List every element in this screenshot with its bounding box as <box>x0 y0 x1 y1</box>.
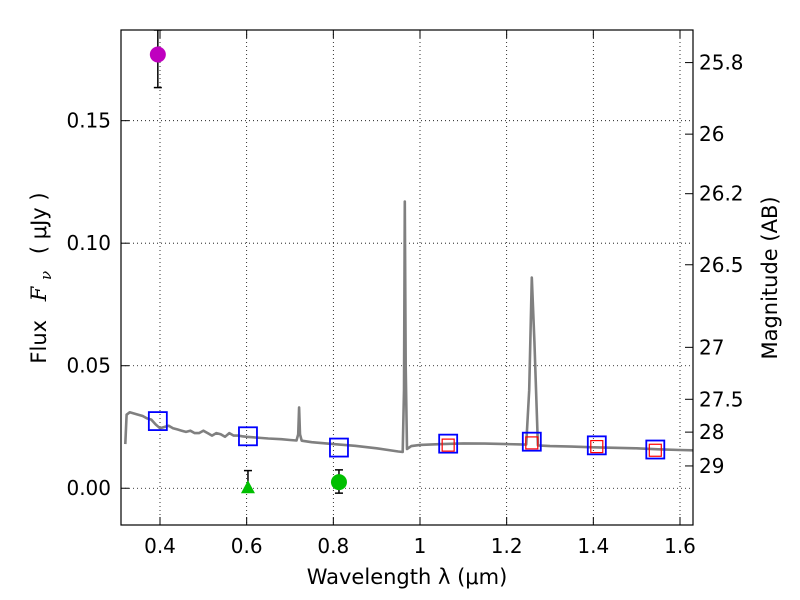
x-tick-label: 1.2 <box>491 534 523 558</box>
model-photometry-inner-square <box>590 439 604 454</box>
y2-axis-label: Magnitude (AB) <box>758 196 782 359</box>
y-tick-label: 0.05 <box>66 354 111 378</box>
y2-tick-label: 26 <box>699 122 724 146</box>
y2-tick-label: 28 <box>699 420 724 444</box>
x-tick-label: 0.6 <box>231 534 263 558</box>
model-photometry-square <box>645 439 666 460</box>
x-axis-label: Wavelength λ (μm) <box>307 565 508 589</box>
model-photometry-square <box>521 431 542 452</box>
y2-tick-label: 27.5 <box>699 387 744 411</box>
x-tick-label: 1 <box>414 534 427 558</box>
model-photometry-inner-square <box>525 436 539 450</box>
model-photometry-square <box>147 411 168 431</box>
y2-tick-label: 27 <box>699 335 724 359</box>
x-tick-label: 1.4 <box>577 534 609 558</box>
y-axis-label-word: Flux <box>27 320 51 364</box>
y-tick-label: 0.15 <box>66 109 111 133</box>
flux-upper-limit-triangle <box>240 480 255 494</box>
y-axis-label-symbol: F <box>27 285 51 302</box>
flux-detection-point <box>149 46 166 63</box>
y-axis-label: Flux F ν ( μJy ) <box>27 192 56 363</box>
grid <box>121 30 693 525</box>
y-axis-label-subscript: ν <box>37 271 55 280</box>
sed-model-line <box>124 200 693 454</box>
model-photometry-square <box>329 437 349 458</box>
model-photometry-inner-square <box>648 443 662 457</box>
y2-tick-label: 26.2 <box>699 182 744 206</box>
y2-tick-label: 25.8 <box>699 51 744 75</box>
x-tick-label: 0.4 <box>144 534 176 558</box>
y2-tick-label: 26.5 <box>699 253 744 277</box>
model-photometry-square <box>238 426 258 447</box>
ticks: 0.4 0.6 0.8 1 1.2 1.4 1.6 0.00 0.05 0.10 0.15 25.8 2… <box>66 30 744 558</box>
plot-frame <box>120 29 694 526</box>
y2-tick-label: 29 <box>699 454 724 478</box>
y-tick-label: 0.00 <box>66 476 111 500</box>
flux-detection-point <box>330 474 347 491</box>
data-layer <box>124 30 693 494</box>
y-axis-label-unit: ( μJy ) <box>27 192 51 254</box>
x-tick-label: 1.6 <box>664 534 696 558</box>
model-photometry-square <box>586 435 607 456</box>
x-tick-label: 0.8 <box>317 534 349 558</box>
y-tick-label: 0.10 <box>66 231 111 255</box>
model-photometry-inner-square <box>441 438 455 452</box>
model-photometry-square <box>438 433 459 454</box>
